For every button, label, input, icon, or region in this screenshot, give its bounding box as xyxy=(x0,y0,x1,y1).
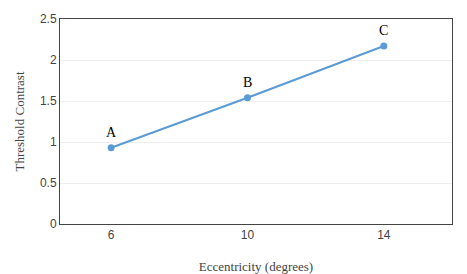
svg-text:0: 0 xyxy=(50,217,57,231)
svg-text:C: C xyxy=(379,23,388,38)
svg-text:A: A xyxy=(106,125,117,140)
svg-text:10: 10 xyxy=(241,228,255,242)
svg-text:1: 1 xyxy=(50,135,57,149)
svg-text:2.5: 2.5 xyxy=(40,12,57,26)
svg-text:0.5: 0.5 xyxy=(40,176,57,190)
svg-text:14: 14 xyxy=(377,228,391,242)
svg-text:2: 2 xyxy=(50,53,57,67)
svg-text:B: B xyxy=(243,75,252,90)
svg-text:6: 6 xyxy=(108,228,115,242)
svg-text:1.5: 1.5 xyxy=(40,94,57,108)
svg-text:Threshold Contrast: Threshold Contrast xyxy=(12,71,27,171)
svg-text:Eccentricity (degrees): Eccentricity (degrees) xyxy=(199,259,313,274)
